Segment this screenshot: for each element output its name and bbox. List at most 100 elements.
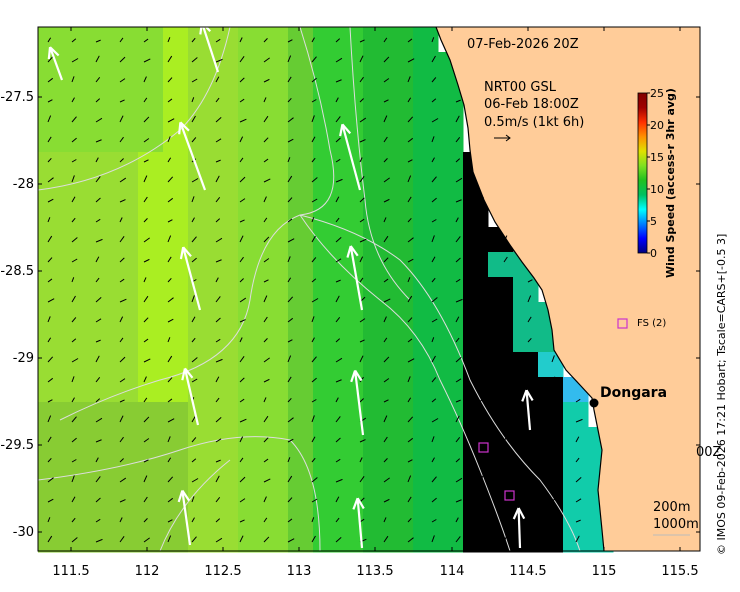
wind-vector xyxy=(71,376,75,383)
wind-vector xyxy=(167,77,173,83)
wind-vector xyxy=(119,136,124,143)
wind-vector xyxy=(431,476,437,483)
wind-vector xyxy=(359,318,366,323)
wind-vector xyxy=(167,519,173,523)
wind-vector xyxy=(311,157,316,163)
wind-vector xyxy=(47,157,52,163)
ocean-cell xyxy=(188,127,214,153)
wind-vector xyxy=(119,517,123,523)
wind-vector xyxy=(119,78,126,83)
current-arrow-head xyxy=(352,497,359,510)
wind-vector xyxy=(287,417,294,423)
wind-vector xyxy=(503,278,508,283)
ocean-cell xyxy=(563,477,589,503)
wind-vector xyxy=(239,436,244,443)
wind-vector xyxy=(239,37,243,43)
wind-vector xyxy=(359,238,367,243)
ocean-cell xyxy=(313,452,339,478)
wind-vector xyxy=(431,256,436,263)
wind-vector xyxy=(239,356,245,363)
ocean-cell xyxy=(113,402,139,428)
wind-vector xyxy=(47,377,54,383)
wind-vector xyxy=(191,97,195,103)
ocean-cell xyxy=(263,452,289,478)
ocean-cell xyxy=(213,327,239,353)
wind-vector xyxy=(143,459,149,463)
ocean-cell xyxy=(413,402,439,428)
wind-vector xyxy=(407,358,415,363)
wind-vector xyxy=(215,159,221,163)
x-tick-label: 111.5 xyxy=(52,564,90,579)
ocean-cell xyxy=(113,477,139,503)
ocean-cell xyxy=(63,277,89,303)
wind-vector xyxy=(335,295,340,303)
wind-vector xyxy=(335,137,341,143)
wind-vector xyxy=(95,376,101,383)
current-arrow xyxy=(517,507,522,549)
ocean-cell xyxy=(38,502,64,528)
ocean-cell xyxy=(463,427,489,453)
current-arrow xyxy=(179,121,207,191)
current-arrow xyxy=(349,245,364,311)
ocean-cell xyxy=(363,502,389,528)
wind-vector xyxy=(359,76,364,83)
wind-vector xyxy=(455,199,462,203)
station-marker xyxy=(478,442,489,453)
ocean-cell xyxy=(38,527,64,553)
wind-vector xyxy=(431,457,435,463)
wind-vector xyxy=(407,76,411,83)
wind-vector xyxy=(479,358,487,363)
wind-vector xyxy=(455,298,463,303)
wind-vector xyxy=(167,118,175,123)
ocean-cell xyxy=(188,102,214,128)
wind-vector xyxy=(407,397,412,403)
wind-vector xyxy=(143,416,150,423)
ocean-cell xyxy=(463,252,489,278)
ocean-cell xyxy=(413,502,439,528)
wind-vector xyxy=(431,219,437,223)
ocean-cell xyxy=(138,377,164,403)
wind-vector xyxy=(119,436,124,443)
wind-vector xyxy=(239,535,244,543)
wind-vector xyxy=(263,316,268,323)
wind-vector xyxy=(359,157,363,163)
wind-vector xyxy=(359,398,364,403)
wind-vector xyxy=(191,536,197,543)
wind-vector xyxy=(431,77,437,83)
wind-vector xyxy=(95,518,101,523)
ocean-cell xyxy=(263,77,289,103)
ocean-cell xyxy=(113,277,139,303)
wind-vector xyxy=(215,496,221,503)
current-arrow-head xyxy=(512,507,520,520)
wind-vector xyxy=(479,296,485,303)
ocean-cell xyxy=(213,77,239,103)
ocean-cell xyxy=(238,527,264,553)
wind-vector xyxy=(359,218,365,223)
wind-vector xyxy=(455,115,460,123)
wind-vector xyxy=(167,457,172,463)
ocean-cell xyxy=(163,52,189,78)
wind-vector xyxy=(95,55,100,63)
ocean-cell xyxy=(388,102,414,128)
wind-vector xyxy=(287,238,295,243)
wind-vector xyxy=(119,337,124,343)
wind-vector xyxy=(215,277,219,283)
wind-vector xyxy=(407,217,412,223)
wind-vector xyxy=(95,176,101,183)
ocean-cell xyxy=(413,77,439,103)
wind-vector xyxy=(335,397,339,403)
ocean-cell xyxy=(463,277,489,303)
wind-vector xyxy=(143,97,148,103)
wind-vector xyxy=(527,378,534,383)
ocean-cell xyxy=(113,377,139,403)
ocean-cell xyxy=(263,202,289,228)
ocean-cell xyxy=(163,377,189,403)
wind-vector xyxy=(335,437,341,443)
ocean-cell xyxy=(363,527,389,553)
wind-vector xyxy=(311,457,316,463)
ocean-cell xyxy=(413,52,439,78)
wind-vector xyxy=(383,56,390,63)
ocean-cell xyxy=(38,202,64,228)
ocean-cell xyxy=(438,402,464,428)
wind-vector xyxy=(455,337,460,343)
